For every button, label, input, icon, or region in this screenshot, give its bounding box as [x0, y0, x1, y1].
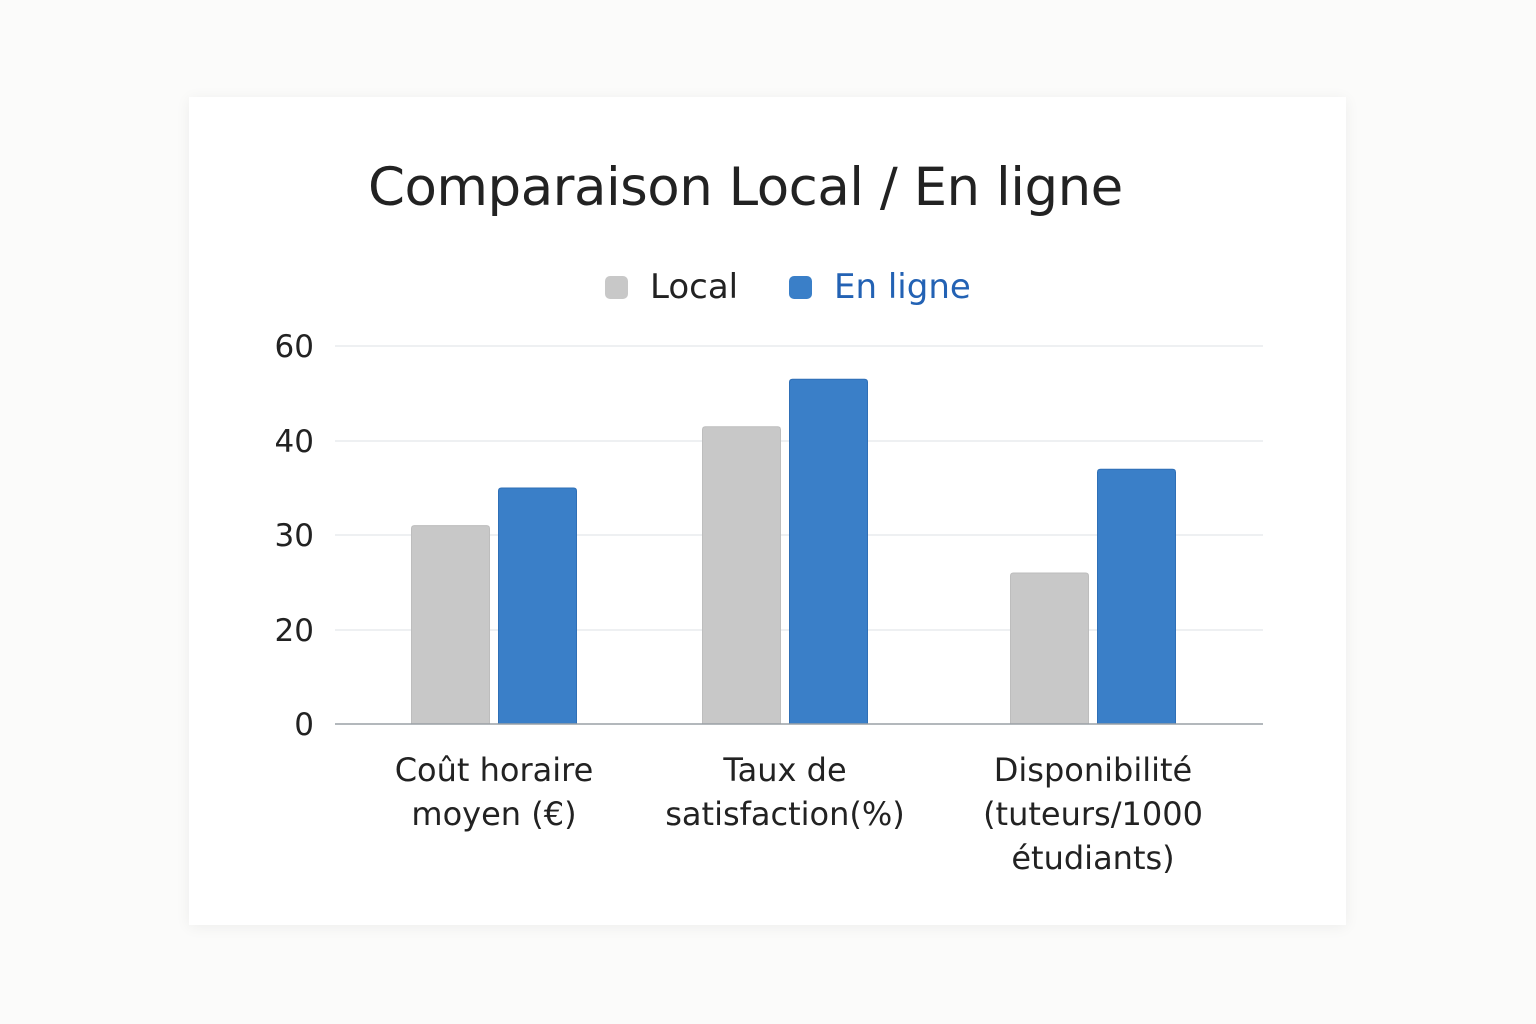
- y-tick-label: 60: [275, 329, 314, 365]
- x-category-label: Disponibilité (tuteurs/1000 étudiants): [983, 751, 1203, 877]
- bar-en-ligne: [789, 378, 868, 725]
- bar-local: [411, 525, 490, 725]
- legend-item-local: Local: [605, 265, 738, 309]
- bar-local: [702, 426, 781, 725]
- y-tick-label: 40: [275, 424, 314, 460]
- legend-label-local: Local: [650, 267, 739, 307]
- y-tick-label: 30: [275, 518, 314, 554]
- legend-swatch-local: [605, 275, 628, 299]
- legend-item-online: En ligne: [789, 265, 971, 309]
- y-tick-label: 0: [294, 707, 314, 743]
- x-category-label: Coût horaire moyen (€): [394, 751, 594, 833]
- bar-en-ligne: [1097, 468, 1176, 725]
- legend-swatch-online: [789, 275, 812, 299]
- bar-en-ligne: [498, 487, 577, 725]
- bar-local: [1010, 572, 1089, 725]
- legend-label-online: En ligne: [834, 267, 971, 307]
- x-category-label: Taux de satisfaction(%): [665, 751, 905, 833]
- chart-title: Comparaison Local / En ligne: [368, 157, 1123, 218]
- y-tick-label: 20: [275, 613, 314, 649]
